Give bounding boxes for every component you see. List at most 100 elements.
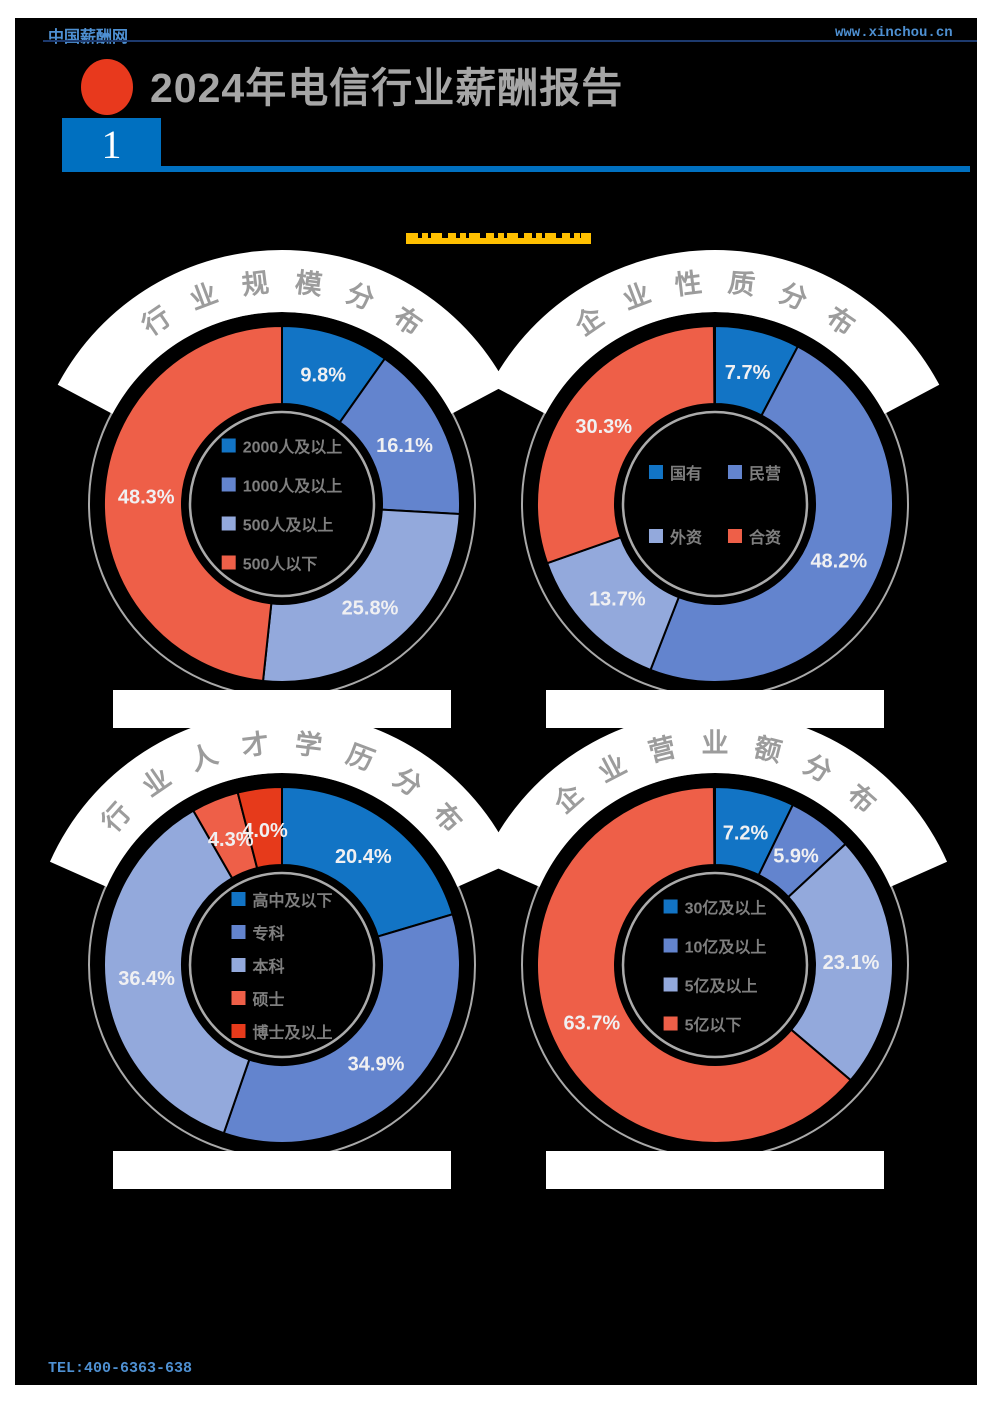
legend-label: 10亿及以上 [684, 939, 767, 957]
segment-value-label: 4.3% [208, 829, 254, 851]
legend-swatch-icon [221, 477, 236, 492]
segment-value-label: 48.3% [118, 487, 175, 509]
segment-value-label: 23.1% [823, 952, 880, 974]
legend-label: 国有 [669, 466, 702, 483]
legend-swatch-icon [231, 925, 246, 939]
legend-item: 本科 [231, 953, 332, 977]
legend-label: 外资 [669, 530, 702, 547]
legend-swatch-icon [231, 1024, 246, 1038]
legend-swatch-icon [221, 516, 236, 531]
legend-swatch-icon [728, 529, 742, 543]
legend-label: 博士及以上 [252, 1025, 333, 1042]
chart-legend: 2000人及以上 1000人及以上 500人及以上 500人以下 [221, 434, 343, 575]
red-dot-icon [81, 59, 133, 115]
segment-value-label: 25.8% [342, 598, 399, 620]
chart-title-char: 规 [240, 268, 270, 301]
legend-item: 500人及以上 [221, 512, 343, 536]
legend-item: 30亿及以上 [663, 895, 767, 919]
chart-title-banner [482, 711, 948, 887]
segment-value-label: 4.0% [242, 820, 288, 842]
donut-segment [281, 785, 454, 938]
legend-item: 外资 [648, 524, 702, 548]
inner-guide-circle [621, 871, 809, 1059]
legend-label: 民营 [749, 466, 782, 483]
legend-label: 合资 [749, 530, 782, 547]
inner-guide-circle [188, 871, 376, 1059]
legend-label: 5亿以下 [684, 1017, 742, 1035]
donut-segment [102, 809, 251, 1135]
chart-title-char: 性 [673, 268, 703, 301]
legend-item: 1000人及以上 [221, 473, 343, 497]
inner-guide-circle [188, 410, 376, 598]
header-divider [43, 40, 977, 42]
donut-segment [222, 913, 461, 1144]
segment-value-label: 7.7% [725, 362, 771, 384]
chart-title-char: 模 [293, 268, 323, 301]
legend-swatch-icon [231, 892, 246, 906]
legend-item: 5亿及以上 [663, 973, 767, 997]
legend-label: 2000人及以上 [242, 439, 343, 457]
legend-label: 500人以下 [242, 556, 318, 574]
segment-value-label: 48.2% [810, 550, 867, 572]
section-number-badge: 1 [62, 118, 161, 171]
donut-chart-canvas: 20.4%34.9%36.4%4.3%4.0%行业人才学历分布 [49, 711, 515, 1189]
donut-segment [261, 508, 461, 683]
legend-item: 5亿以下 [663, 1012, 767, 1036]
section-banner-highlight [406, 233, 591, 244]
donut-segment [536, 785, 853, 1144]
report-page: 中国薪酬网 www.xinchou.cn 2024年电信行业薪酬报告 1 9.8… [15, 18, 977, 1385]
donut-chart-canvas: 7.7%48.2%13.7%30.3%企业性质分布 [490, 249, 940, 728]
legend-item: 2000人及以上 [221, 434, 343, 458]
legend-swatch-icon [728, 465, 742, 479]
segment-value-label: 63.7% [563, 1013, 620, 1035]
chart-enterprise-revenue-distribution: 7.2% 5.9% 23.1% 63.7% 企业营业额分布 30亿及以上 10亿及以上 5亿及… [455, 705, 975, 1225]
legend-label: 本科 [252, 959, 285, 976]
legend-item: 高中及以下 [231, 887, 333, 911]
legend-item: 合资 [728, 524, 781, 548]
chart-title-char: 才 [240, 729, 270, 762]
chart-bottom-band [113, 1151, 451, 1189]
segment-value-label: 30.3% [575, 416, 632, 438]
legend-swatch-icon [663, 899, 678, 914]
chart-legend: 高中及以下专科本科硕士博士及以上 [231, 887, 333, 1043]
chart-bottom-band [546, 1151, 884, 1189]
report-title: 2024年电信行业薪酬报告 [150, 65, 624, 111]
chart-legend: 30亿及以上 10亿及以上 5亿及以上 5亿以下 [663, 895, 767, 1036]
chart-title-char: 质 [726, 268, 756, 301]
footer-phone: TEL:400-6363-638 [48, 1360, 193, 1377]
segment-value-label: 16.1% [376, 435, 433, 457]
legend-item: 专科 [231, 920, 332, 944]
legend-swatch-icon [231, 958, 246, 972]
chart-title-banner [490, 249, 940, 414]
legend-swatch-icon [648, 465, 663, 479]
chart-title-char: 业 [702, 728, 729, 758]
legend-label: 30亿及以上 [684, 900, 767, 918]
chart-title-banner [57, 249, 507, 414]
legend-swatch-icon [231, 991, 246, 1005]
legend-label: 1000人及以上 [242, 478, 343, 496]
legend-label: 专科 [252, 926, 285, 943]
segment-value-label: 7.2% [723, 823, 769, 845]
site-url-link[interactable]: www.xinchou.cn [835, 25, 953, 41]
legend-item: 博士及以上 [231, 1019, 333, 1043]
chart-talent-education-distribution: 20.4% 34.9% 36.4% 4.3% 4.0% 行业人才学历分布高中及以下 专科 本科… [22, 705, 542, 1225]
donut-segment [102, 324, 283, 683]
segment-value-label: 5.9% [773, 846, 819, 868]
legend-swatch-icon [221, 438, 236, 453]
inner-guide-circle [621, 410, 809, 598]
legend-item: 10亿及以上 [663, 934, 767, 958]
donut-chart-canvas: 7.2%5.9%23.1%63.7%企业营业额分布 [482, 711, 948, 1189]
legend-item: 硕士 [231, 986, 332, 1010]
legend-label: 高中及以下 [252, 893, 333, 910]
segment-value-label: 34.9% [348, 1053, 405, 1075]
legend-swatch-icon [663, 938, 678, 953]
chart-title-banner [49, 711, 515, 887]
segment-value-label: 20.4% [335, 846, 392, 868]
legend-swatch-icon [663, 977, 678, 992]
segment-value-label: 36.4% [118, 968, 175, 990]
section-divider [62, 166, 970, 172]
site-name-link[interactable]: 中国薪酬网 [48, 29, 129, 46]
donut-segment [786, 842, 894, 1082]
legend-label: 5亿及以上 [684, 978, 758, 996]
donut-segment [649, 345, 894, 684]
